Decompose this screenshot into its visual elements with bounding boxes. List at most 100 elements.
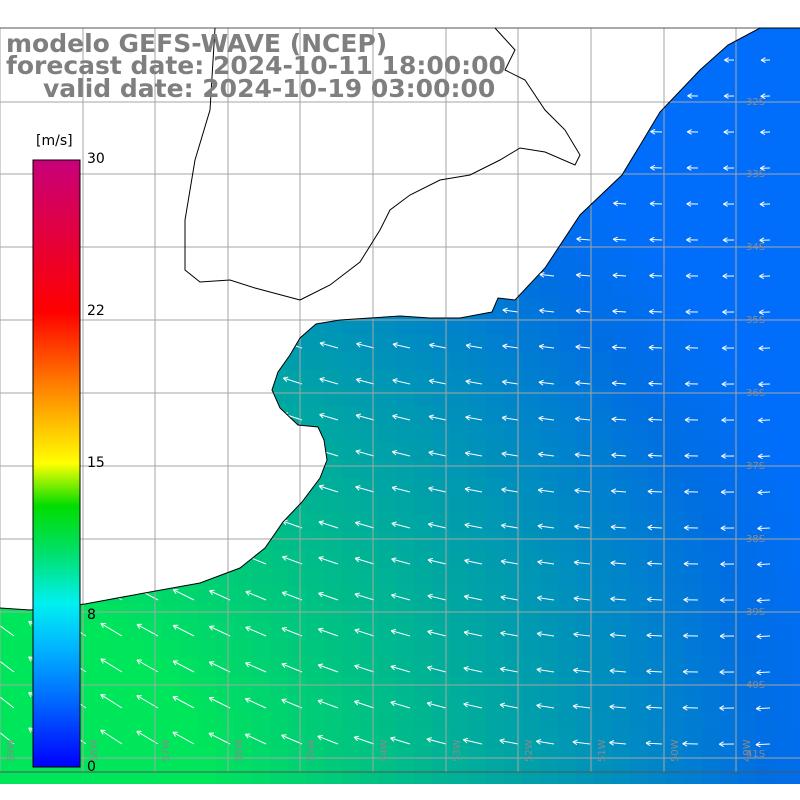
wind-cell [108,766,126,784]
wind-arrow [648,308,663,315]
wind-arrow [723,165,735,171]
wind-arrow [355,520,375,529]
wind-cell [738,226,756,244]
wind-cell [648,334,666,352]
wind-cell [270,694,288,712]
wind-cell [540,388,558,406]
wind-cell [738,190,756,208]
wind-arrow [685,381,699,387]
wind-cell [648,532,666,550]
latitude-label: 37S [746,461,765,472]
wind-cell [666,100,684,118]
wind-cell [774,46,792,64]
wind-cell [702,568,720,586]
wind-cell [558,352,576,370]
wind-arrow [319,377,339,385]
wind-cell [648,190,666,208]
wind-cell [702,550,720,568]
wind-arrow [427,557,447,565]
wind-cell [720,424,738,442]
wind-cell [252,640,270,658]
wind-arrow [721,381,735,387]
wind-cell [774,28,792,46]
colorbar-tick-label: 8 [87,607,96,623]
wind-cell [774,64,792,82]
wind-arrow [721,417,735,423]
wind-arrow [355,449,375,457]
wind-cell [738,766,756,784]
wind-arrow [759,201,771,208]
wind-cell [666,334,684,352]
wind-cell [306,586,324,604]
wind-cell [504,640,522,658]
wind-arrow [317,735,339,745]
wind-cell [684,298,702,316]
wind-cell [684,568,702,586]
wind-cell [468,370,486,388]
wind-cell [378,568,396,586]
wind-arrow [573,631,591,638]
wind-cell [396,712,414,730]
wind-cell [738,442,756,460]
wind-cell [342,406,360,424]
wind-cell [666,208,684,226]
wind-arrow [500,666,519,673]
wind-arrow [501,487,519,493]
wind-cell [522,496,540,514]
wind-cell [684,280,702,298]
wind-cell [432,370,450,388]
wind-cell [612,622,630,640]
wind-cell [468,766,486,784]
wind-cell [684,136,702,154]
wind-cell [702,64,720,82]
wind-arrow [317,627,339,637]
wind-arrow [757,453,771,460]
wind-cell [774,226,792,244]
wind-cell [504,658,522,676]
wind-cell [396,478,414,496]
wind-cell [468,586,486,604]
wind-cell [252,604,270,622]
wind-cell [612,244,630,262]
longitude-label: 51W [597,739,608,762]
wind-arrow [722,273,735,279]
wind-arrow [281,555,303,565]
wind-arrow [391,593,411,601]
wind-cell [522,766,540,784]
wind-cell [756,298,774,316]
wind-cell [198,640,216,658]
wind-cell [378,532,396,550]
wind-cell [486,712,504,730]
wind-cell [432,460,450,478]
wind-arrow [574,452,591,458]
wind-cell [756,712,774,730]
wind-cell [270,640,288,658]
wind-cell [666,712,684,730]
wind-arrow [391,521,411,529]
wind-cell [684,352,702,370]
wind-arrow [649,200,663,207]
wind-cell [234,622,252,640]
wind-cell [612,532,630,550]
wind-cell [432,730,450,748]
wind-cell [666,658,684,676]
wind-cell [792,478,800,496]
wind-arrow [319,412,339,421]
latitude-label: 36S [746,388,765,399]
wind-cell [738,478,756,496]
wind-cell [612,460,630,478]
wind-cell [684,154,702,172]
wind-arrow [501,415,519,421]
wind-cell [792,172,800,190]
wind-cell [522,316,540,334]
wind-cell [630,514,648,532]
latitude-label: 39S [746,607,765,618]
wind-cell [270,532,288,550]
wind-cell [684,190,702,208]
wind-cell [630,334,648,352]
wind-cell [648,262,666,280]
wind-cell [396,640,414,658]
wind-cell [756,586,774,604]
wind-cell [594,658,612,676]
wind-cell [504,460,522,478]
